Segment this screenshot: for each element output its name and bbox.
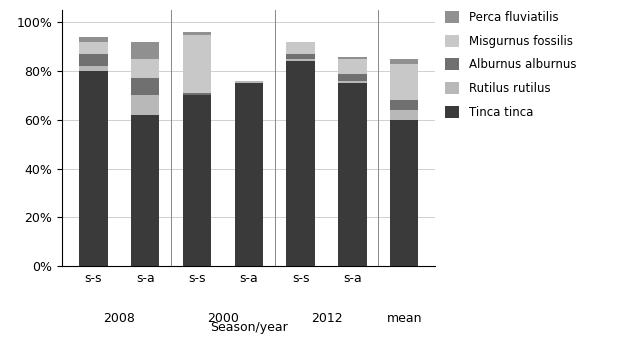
Bar [338, 59, 366, 74]
Bar [183, 95, 211, 266]
Bar [390, 110, 419, 120]
Bar [338, 57, 366, 59]
Text: 2008: 2008 [103, 312, 135, 325]
Bar [183, 93, 211, 95]
Bar [131, 78, 159, 95]
Bar [234, 83, 263, 266]
X-axis label: Season/year: Season/year [210, 321, 287, 333]
Bar [131, 42, 159, 59]
Text: 2000: 2000 [207, 312, 239, 325]
Text: 2012: 2012 [310, 312, 342, 325]
Bar [286, 61, 315, 266]
Bar [183, 32, 211, 34]
Bar [79, 54, 108, 66]
Bar [79, 37, 108, 42]
Bar [234, 81, 263, 83]
Bar [131, 59, 159, 78]
Bar [338, 74, 366, 81]
Bar [131, 95, 159, 115]
Bar [79, 42, 108, 54]
Bar [286, 54, 315, 59]
Bar [79, 66, 108, 71]
Bar [131, 115, 159, 266]
Text: mean: mean [386, 312, 422, 325]
Bar [79, 71, 108, 266]
Bar [390, 100, 419, 110]
Bar [338, 81, 366, 83]
Bar [338, 83, 366, 266]
Bar [390, 120, 419, 266]
Bar [183, 34, 211, 93]
Legend: Perca fluviatilis, Misgurnus fossilis, Alburnus alburnus, Rutilus rutilus, Tinca: Perca fluviatilis, Misgurnus fossilis, A… [445, 11, 576, 119]
Bar [286, 59, 315, 61]
Bar [390, 59, 419, 64]
Bar [390, 64, 419, 100]
Bar [286, 42, 315, 54]
